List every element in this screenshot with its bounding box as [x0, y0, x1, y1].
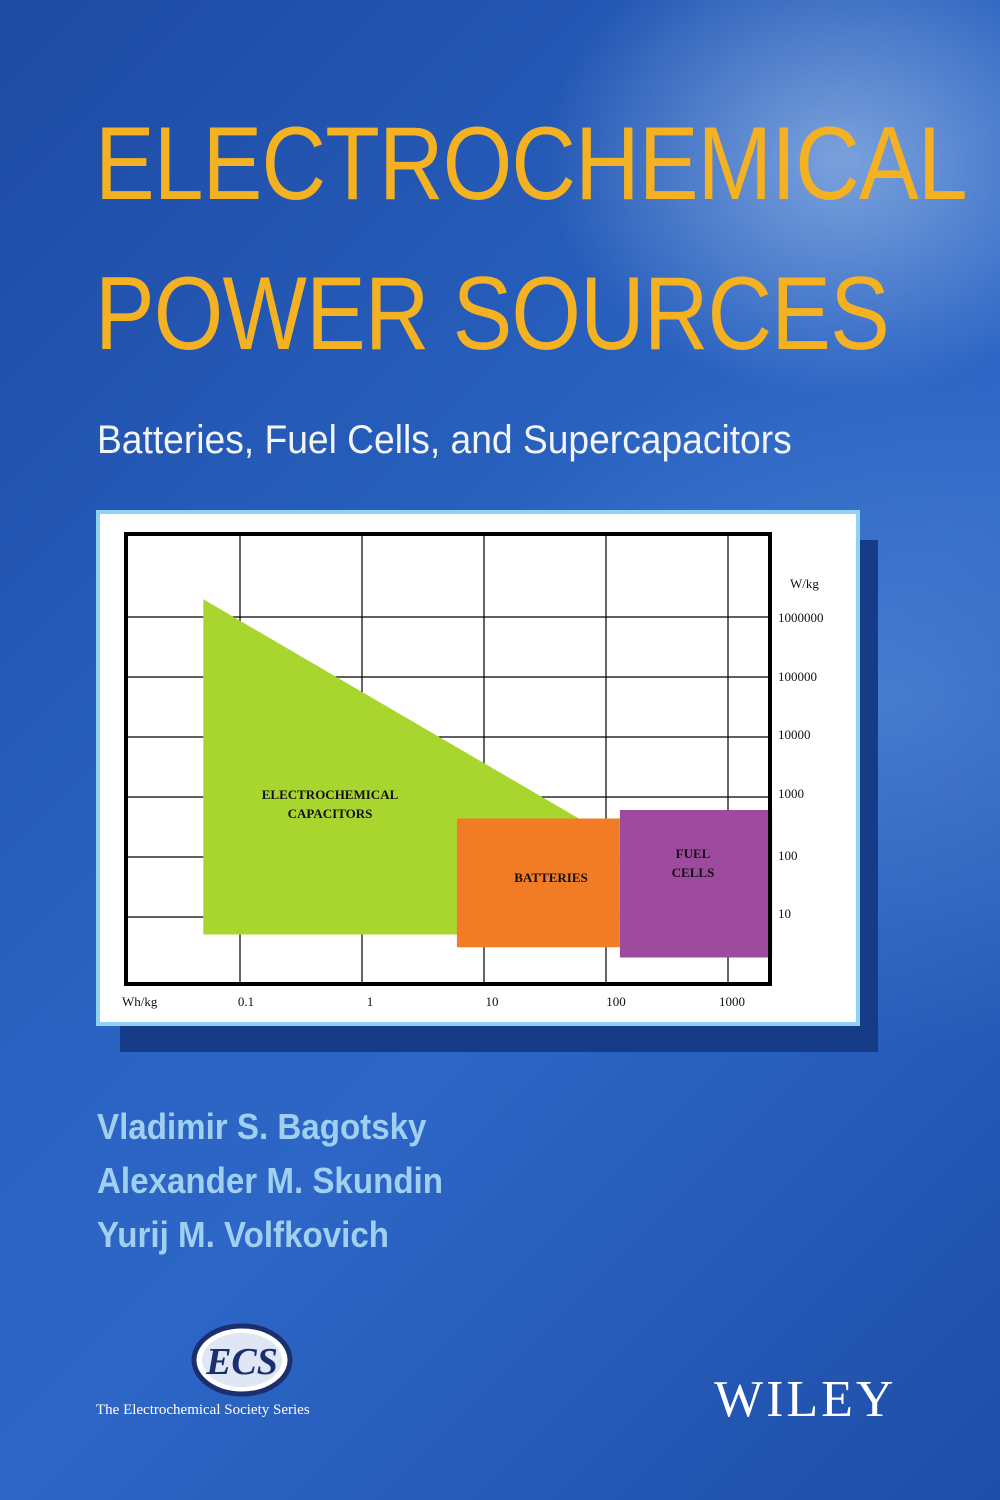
y-tick-label: 100: [778, 848, 798, 863]
title-line-1: ELECTROCHEMICAL: [95, 106, 968, 222]
y-tick-label: 100000: [778, 669, 817, 684]
ragone-chart: ELECTROCHEMICAL CAPACITORS BATTERIES FUEL CE…: [122, 532, 824, 1009]
region-batteries: [456, 818, 620, 948]
chart-card: ELECTROCHEMICAL CAPACITORS BATTERIES FUEL CE…: [96, 510, 860, 1026]
region-label: FUEL: [676, 846, 711, 861]
author-list: Vladimir S. Bagotsky Alexander M. Skundi…: [97, 1100, 473, 1262]
ecs-logo-text: ECS: [205, 1341, 278, 1383]
region-fuel-cells: [619, 810, 773, 958]
x-tick-label: 1000: [719, 994, 745, 1009]
subtitle: Batteries, Fuel Cells, and Supercapacito…: [97, 418, 792, 462]
x-tick-label: 1: [367, 994, 374, 1009]
author-name: Yurij M. Volfkovich: [97, 1214, 389, 1255]
x-tick-label: 10: [486, 994, 499, 1009]
region-label: CELLS: [672, 865, 715, 880]
title-line-2: POWER SOURCES: [95, 256, 890, 372]
region-label: ELECTROCHEMICAL: [262, 787, 399, 802]
series-name: The Electrochemical Society Series: [96, 1402, 310, 1418]
y-tick-label: 10000: [778, 727, 811, 742]
x-tick-label: 0.1: [238, 994, 254, 1009]
author-name: Vladimir S. Bagotsky: [97, 1106, 427, 1147]
x-axis-label: Wh/kg: [122, 994, 158, 1009]
author-name: Alexander M. Skundin: [97, 1160, 443, 1201]
y-tick-label: 1000000: [778, 610, 824, 625]
ecs-logo: ECS: [191, 1323, 293, 1397]
y-axis-label: W/kg: [790, 576, 819, 591]
region-label: BATTERIES: [514, 870, 587, 885]
y-tick-label: 1000: [778, 786, 804, 801]
publisher-logo: WILEY: [714, 1371, 897, 1428]
x-tick-label: 100: [606, 994, 626, 1009]
region-label: CAPACITORS: [288, 806, 373, 821]
plot-frame: [124, 532, 772, 986]
y-tick-label: 10: [778, 906, 791, 921]
